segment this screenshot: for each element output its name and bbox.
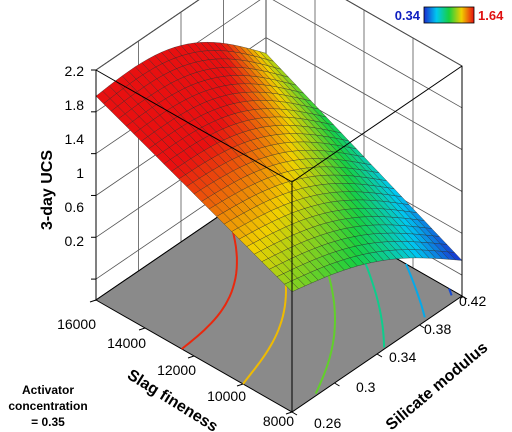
z-tick-labels: 0.2 0.6 1 1.4 1.8 2.2 xyxy=(65,63,85,249)
y-tick-mark xyxy=(461,295,468,300)
floor-contour xyxy=(181,215,238,350)
y-tick-mark xyxy=(419,324,425,329)
y-tick-mark xyxy=(291,411,298,416)
y-tick-mark xyxy=(376,353,383,358)
z-tick-label: 1.4 xyxy=(65,131,85,147)
z-grid-line xyxy=(95,0,463,71)
z-tick-label: 1.8 xyxy=(65,97,85,113)
frame-edge xyxy=(291,65,463,183)
y-tick-label: 0.42 xyxy=(459,293,486,309)
z-tick-label: 0.6 xyxy=(65,199,85,215)
colorbar: 0.34 1.64 xyxy=(395,6,504,24)
frame-edge xyxy=(95,69,293,183)
x-tick-label: 10000 xyxy=(207,388,246,404)
y-tick-label: 0.34 xyxy=(389,349,416,365)
x-tick-label: 16000 xyxy=(57,316,96,332)
box-frame xyxy=(89,65,468,416)
y-tick-labels: 0.26 0.3 0.34 0.38 0.42 xyxy=(314,293,486,431)
note-line: = 0.35 xyxy=(31,415,65,429)
x-tick-label: 12000 xyxy=(157,362,196,378)
x-tick-mark xyxy=(138,327,146,331)
x-tick-label: 14000 xyxy=(107,335,146,351)
y-tick-label: 0.38 xyxy=(424,321,451,337)
note-line: concentration xyxy=(8,399,87,413)
y-tick-label: 0.26 xyxy=(314,415,341,431)
z-tick-label: 0.2 xyxy=(65,233,85,249)
x-tick-label: 8000 xyxy=(263,413,294,429)
x-tick-labels: 16000 14000 12000 10000 8000 xyxy=(57,316,294,429)
z-tick-label: 2.2 xyxy=(65,63,85,79)
note-line: Activator xyxy=(22,383,74,397)
colorbar-gradient xyxy=(423,6,475,24)
colorbar-max-label: 1.64 xyxy=(478,8,504,23)
x-tick-mark xyxy=(285,411,293,415)
y-tick-mark xyxy=(334,382,340,387)
z-axis-title: 3-day UCS xyxy=(39,150,56,230)
y-tick-label: 0.3 xyxy=(356,379,376,395)
colorbar-min-label: 0.34 xyxy=(395,8,421,23)
z-tick-label: 1 xyxy=(76,165,84,181)
condition-note: Activator concentration = 0.35 xyxy=(8,383,87,429)
floor-contour xyxy=(448,288,453,296)
response-surface xyxy=(95,42,463,293)
x-tick-mark xyxy=(187,355,195,359)
x-tick-mark xyxy=(89,299,97,303)
x-tick-mark xyxy=(236,383,244,387)
floor-contour xyxy=(405,263,426,318)
